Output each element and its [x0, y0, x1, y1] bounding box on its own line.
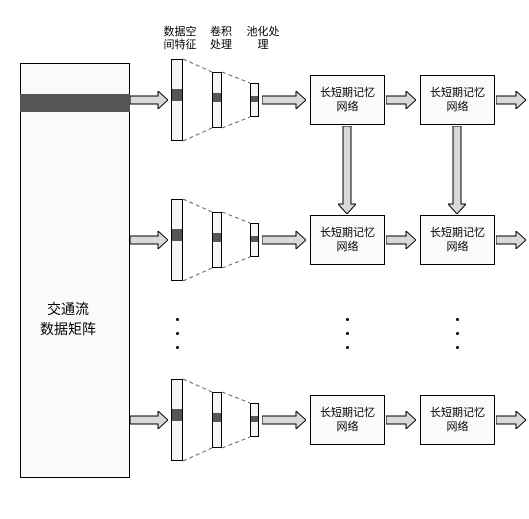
lstm-box: 长短期记忆 网络	[420, 75, 495, 125]
conv-bar	[212, 212, 222, 268]
arrow-right	[496, 231, 526, 249]
feature-bar	[171, 59, 183, 141]
arrow-right	[262, 91, 306, 109]
ellipsis-dot	[346, 318, 349, 321]
ellipsis-dot	[346, 332, 349, 335]
lstm-box: 长短期记忆 网络	[420, 215, 495, 265]
conv-bar	[212, 72, 222, 128]
arrow-right	[386, 91, 416, 109]
column-header: 池化处 理	[243, 26, 283, 51]
dashed-projection	[182, 378, 213, 462]
arrow-right	[130, 91, 168, 109]
arrow-right	[496, 411, 526, 429]
pool-bar	[250, 83, 259, 117]
arrow-right	[386, 231, 416, 249]
arrow-right	[130, 411, 168, 429]
ellipsis-dot	[346, 346, 349, 349]
column-header: 卷积 处理	[206, 26, 236, 51]
arrow-down	[448, 126, 466, 214]
traffic-flow-matrix	[20, 63, 130, 478]
feature-bar	[171, 379, 183, 461]
bar-band	[251, 96, 258, 102]
column-header: 数据空 间特征	[160, 26, 200, 51]
dashed-projection	[182, 198, 213, 282]
arrow-right	[386, 411, 416, 429]
arrow-right	[130, 231, 168, 249]
bar-band	[172, 229, 182, 241]
pool-bar	[250, 403, 259, 437]
bar-band	[213, 233, 221, 242]
conv-bar	[212, 392, 222, 448]
matrix-row-band	[20, 94, 130, 112]
bar-band	[251, 416, 258, 422]
dashed-projection	[221, 211, 251, 269]
matrix-label: 交通流 数据矩阵	[40, 300, 96, 339]
dashed-projection	[221, 391, 251, 449]
ellipsis-dot	[176, 318, 179, 321]
lstm-box: 长短期记忆 网络	[420, 395, 495, 445]
ellipsis-dot	[456, 318, 459, 321]
ellipsis-dot	[176, 332, 179, 335]
dashed-projection	[182, 58, 213, 142]
bar-band	[213, 93, 221, 102]
ellipsis-dot	[176, 346, 179, 349]
bar-band	[251, 236, 258, 242]
dashed-projection	[221, 71, 251, 129]
arrow-right	[496, 91, 526, 109]
lstm-box: 长短期记忆 网络	[310, 75, 385, 125]
bar-band	[213, 413, 221, 422]
ellipsis-dot	[456, 346, 459, 349]
lstm-box: 长短期记忆 网络	[310, 395, 385, 445]
bar-band	[172, 89, 182, 101]
ellipsis-dot	[456, 332, 459, 335]
lstm-box: 长短期记忆 网络	[310, 215, 385, 265]
feature-bar	[171, 199, 183, 281]
pool-bar	[250, 223, 259, 257]
arrow-down	[338, 126, 356, 214]
arrow-right	[262, 411, 306, 429]
arrow-right	[262, 231, 306, 249]
bar-band	[172, 409, 182, 421]
